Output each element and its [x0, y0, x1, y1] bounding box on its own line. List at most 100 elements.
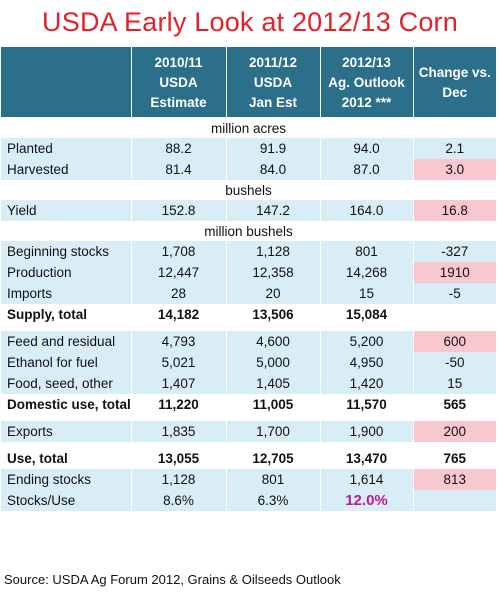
row-label: Yield	[1, 200, 132, 221]
header-2012-13: 2012/13 Ag. Outlook 2012 ***	[320, 47, 414, 118]
source-note: Source: USDA Ag Forum 2012, Grains & Oil…	[4, 572, 341, 587]
table-row: Exports 1,835 1,700 1,900 200	[1, 418, 496, 448]
cell-2010-11: 88.2	[131, 138, 227, 159]
cell-2012-13: 164.0	[320, 200, 414, 221]
page-title: USDA Early Look at 2012/13 Corn	[42, 7, 458, 37]
cell-2011-12: 5,000	[226, 352, 321, 373]
table-row: Food, seed, other 1,407 1,405 1,420 15	[1, 373, 496, 394]
cell-2012-13: 94.0	[320, 138, 414, 159]
unit-label: million acres	[1, 117, 496, 138]
header-line: Ag. Outlook	[328, 75, 405, 90]
cell-change: -5	[413, 283, 496, 304]
header-line: 2012 ***	[341, 95, 392, 110]
cell-2010-11: 5,021	[131, 352, 227, 373]
header-line: Estimate	[150, 95, 207, 110]
cell-change-highlight: 813	[413, 469, 496, 490]
unit-label: bushels	[1, 180, 496, 200]
cell-2011-12: 12,358	[226, 262, 321, 283]
cell-2010-11: 13,055	[131, 445, 227, 469]
cell-2011-12: 6.3%	[226, 490, 321, 511]
row-label: Use, total	[1, 445, 132, 469]
cell-2011-12: 1,128	[226, 241, 321, 262]
table-row-total: Supply, total 14,182 13,506 15,084	[1, 304, 496, 331]
row-label: Imports	[1, 283, 132, 304]
cell-change	[413, 304, 496, 331]
table-row: Production 12,447 12,358 14,268 1910	[1, 262, 496, 283]
row-label: Exports	[1, 418, 132, 448]
row-label: Supply, total	[1, 304, 132, 331]
cell-change-highlight: 1910	[413, 262, 496, 283]
header-2010-11: 2010/11 USDA Estimate	[131, 47, 227, 118]
row-label: Ending stocks	[1, 469, 132, 490]
table-row: Stocks/Use 8.6% 6.3% 12.0%	[1, 490, 496, 511]
table-row: Ending stocks 1,128 801 1,614 813	[1, 469, 496, 490]
cell-2012-13: 13,470	[320, 445, 414, 469]
cell-change: 15	[413, 373, 496, 394]
unit-row: bushels	[1, 180, 496, 200]
header-line: Change vs.	[418, 65, 491, 80]
table-row: Beginning stocks 1,708 1,128 801 -327	[1, 241, 496, 262]
table-row: Imports 28 20 15 -5	[1, 283, 496, 304]
cell-2011-12: 1,405	[226, 373, 321, 394]
header-2011-12: 2011/12 USDA Jan Est	[226, 47, 321, 118]
cell-2011-12: 13,506	[226, 304, 321, 331]
cell-2011-12: 801	[226, 469, 321, 490]
cell-2011-12: 147.2	[226, 200, 321, 221]
cell-2012-13-emphasis: 12.0%	[320, 490, 414, 511]
cell-2010-11: 81.4	[131, 159, 227, 180]
table-row-total: Use, total 13,055 12,705 13,470 765	[1, 445, 496, 469]
cell-2010-11: 1,407	[131, 373, 227, 394]
cell-2010-11: 28	[131, 283, 227, 304]
header-line: Jan Est	[248, 95, 298, 110]
row-label: Stocks/Use	[1, 490, 132, 511]
row-label: Planted	[1, 138, 132, 159]
header-row: 2010/11 USDA Estimate 2011/12 USDA Jan E…	[1, 47, 496, 118]
cell-2012-13: 15	[320, 283, 414, 304]
cell-change-highlight: 16.8	[413, 200, 496, 221]
header-line: USDA	[159, 75, 198, 90]
cell-2011-12: 11,005	[226, 394, 321, 421]
cell-change: -327	[413, 241, 496, 262]
cell-2012-13: 801	[320, 241, 414, 262]
row-label: Domestic use, total	[1, 394, 132, 421]
cell-2012-13: 1,420	[320, 373, 414, 394]
cell-2010-11: 12,447	[131, 262, 227, 283]
cell-change: 765	[413, 445, 496, 469]
cell-2010-11: 8.6%	[131, 490, 227, 511]
unit-row: million bushels	[1, 221, 496, 241]
header-line: USDA	[253, 75, 293, 90]
cell-change-highlight: 200	[413, 418, 496, 448]
row-label: Ethanol for fuel	[1, 352, 132, 373]
cell-2012-13: 1,614	[320, 469, 414, 490]
cell-2011-12: 4,600	[226, 328, 321, 352]
row-label: Production	[1, 262, 132, 283]
table-row: Yield 152.8 147.2 164.0 16.8	[1, 200, 496, 221]
table-row: Harvested 81.4 84.0 87.0 3.0	[1, 159, 496, 180]
header-label-column	[1, 47, 132, 118]
unit-label: million bushels	[1, 221, 496, 241]
cell-2010-11: 4,793	[131, 328, 227, 352]
table-row: Feed and residual 4,793 4,600 5,200 600	[1, 328, 496, 352]
table-row-total: Domestic use, total 11,220 11,005 11,570…	[1, 394, 496, 421]
cell-2011-12: 12,705	[226, 445, 321, 469]
cell-2010-11: 11,220	[131, 394, 227, 421]
header-change: Change vs. Dec	[413, 47, 496, 118]
cell-2011-12: 20	[226, 283, 321, 304]
row-label: Food, seed, other	[1, 373, 132, 394]
cell-change: 2.1	[413, 138, 496, 159]
cell-2010-11: 152.8	[131, 200, 227, 221]
cell-change-highlight: 600	[413, 328, 496, 352]
cell-2010-11: 1,708	[131, 241, 227, 262]
header-line: Dec	[442, 85, 468, 100]
cell-change: -50	[413, 352, 496, 373]
row-label: Feed and residual	[1, 328, 132, 352]
corn-balance-table: 2010/11 USDA Estimate 2011/12 USDA Jan E…	[1, 47, 496, 511]
cell-2012-13: 11,570	[320, 394, 414, 421]
unit-row: million acres	[1, 117, 496, 138]
cell-change	[413, 490, 496, 511]
cell-2012-13: 14,268	[320, 262, 414, 283]
row-label: Beginning stocks	[1, 241, 132, 262]
header-line: 2010/11	[154, 55, 203, 70]
cell-2011-12: 1,700	[226, 418, 321, 448]
table-row: Ethanol for fuel 5,021 5,000 4,950 -50	[1, 352, 496, 373]
